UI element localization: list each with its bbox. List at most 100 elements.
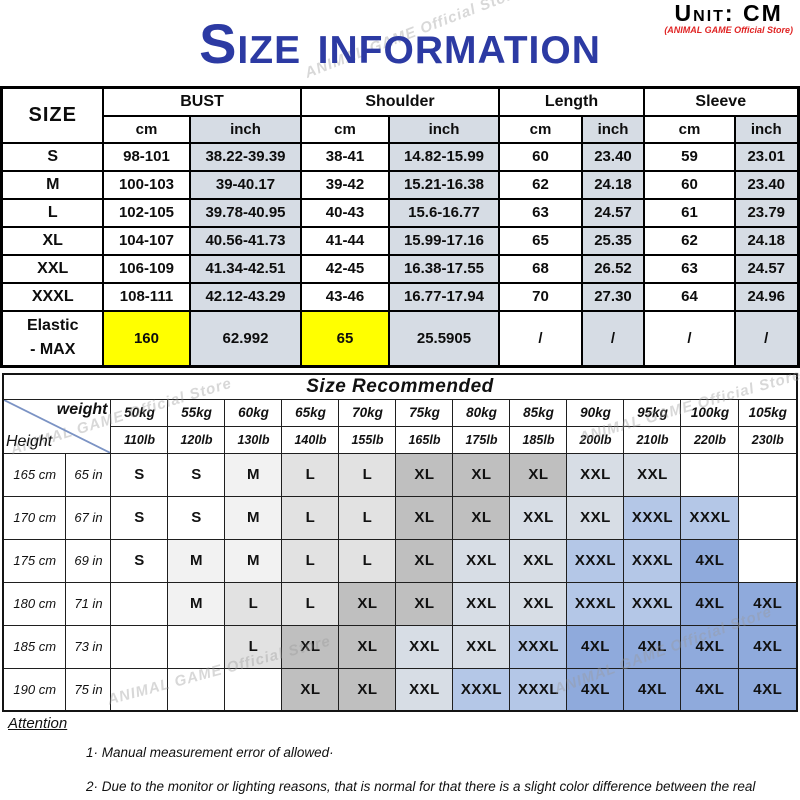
height-row-180: 180 cm 71 in M L L XL XL XXL XXL XXXL XX… (2, 581, 798, 626)
height-row-175: 175 cm 69 in S M M L L XL XXL XXL XXXL X… (2, 538, 798, 583)
size-recommend-cell: XXXL (509, 624, 568, 669)
unit-header-cm: cm (299, 114, 390, 144)
lb-header-cell: 130lb (224, 425, 283, 454)
corner-weight-label: weight (56, 400, 108, 418)
diagonal-line (4, 400, 111, 453)
size-table: SIZE BUST Shoulder Length Sleeve cm inch… (0, 86, 800, 368)
col-header-length: Length (497, 86, 646, 117)
value-cell: 62.992 (188, 309, 302, 368)
value-cell: 43-46 (299, 281, 390, 312)
lb-header-cell: 175lb (452, 425, 511, 454)
kg-header-cell: 80kg (452, 398, 511, 427)
size-recommend-cell: XL (395, 495, 454, 540)
unit-header-cm: cm (101, 114, 191, 144)
value-cell: 23.40 (580, 141, 646, 172)
size-recommend-cell (110, 624, 169, 669)
value-cell: 65 (497, 225, 583, 256)
height-in-cell: 67 in (65, 495, 112, 540)
height-cm-cell: 185 cm (2, 624, 67, 669)
value-cell: 98-101 (101, 141, 191, 172)
unit-block: Unit: CM (ANIMAL GAME Official Store) (664, 0, 793, 36)
value-cell: 42.12-43.29 (188, 281, 302, 312)
value-cell: 59 (643, 141, 736, 172)
size-recommend-cell: M (224, 538, 283, 583)
size-recommend-cell: XXL (623, 452, 682, 497)
size-recommend-cell: XL (338, 624, 397, 669)
height-in-cell: 65 in (65, 452, 112, 497)
kg-header-cell: 50kg (110, 398, 169, 427)
size-recommend-cell: M (224, 452, 283, 497)
size-recommend-cell: XL (395, 452, 454, 497)
size-recommend-cell: XXL (452, 624, 511, 669)
value-cell: 41-44 (299, 225, 390, 256)
kg-header-cell: 90kg (566, 398, 625, 427)
value-cell: 15.6-16.77 (387, 197, 500, 228)
value-cell: 70 (497, 281, 583, 312)
lb-header-cell: 140lb (281, 425, 340, 454)
size-recommend-cell: XXL (566, 452, 625, 497)
size-recommend-cell: XXL (509, 581, 568, 626)
size-row-l: L 102-105 39.78-40.95 40-43 15.6-16.77 6… (0, 197, 799, 228)
size-recommend-cell: 4XL (738, 667, 798, 712)
lb-header-cell: 110lb (110, 425, 169, 454)
lb-header-cell: 200lb (566, 425, 625, 454)
size-recommend-cell (167, 667, 226, 712)
size-recommend-cell: XXL (566, 495, 625, 540)
unit-label: Unit: CM (674, 0, 783, 26)
page-header: Unit: CM (ANIMAL GAME Official Store) Si… (0, 0, 800, 86)
height-cm-cell: 180 cm (2, 581, 67, 626)
value-cell: 24.18 (734, 225, 799, 256)
value-cell: 16.77-17.94 (387, 281, 500, 312)
height-in-cell: 73 in (65, 624, 112, 669)
size-recommend-cell: 4XL (738, 624, 798, 669)
value-cell: 23.79 (734, 197, 799, 228)
height-cm-cell: 165 cm (2, 452, 67, 497)
kg-header-cell: 95kg (623, 398, 682, 427)
value-cell: 23.01 (734, 141, 799, 172)
kg-header-cell: 65kg (281, 398, 340, 427)
row-label: XXXL (0, 281, 104, 312)
row-label-elastic: Elastic - MAX (0, 309, 104, 368)
store-label: (ANIMAL GAME Official Store) (664, 25, 793, 36)
lb-header-cell: 120lb (167, 425, 226, 454)
height-row-165: 165 cm 65 in S S M L L XL XL XL XXL XXL (2, 452, 798, 497)
corner-cell: weight Height (2, 398, 112, 454)
size-recommend-cell: L (338, 495, 397, 540)
size-recommend-cell: L (281, 581, 340, 626)
col-header-shoulder: Shoulder (299, 86, 500, 117)
size-recommend-cell: M (167, 581, 226, 626)
value-cell: 64 (643, 281, 736, 312)
size-recommend-cell: 4XL (680, 667, 740, 712)
value-cell: 104-107 (101, 225, 191, 256)
value-cell: 108-111 (101, 281, 191, 312)
size-recommend-cell (110, 581, 169, 626)
size-recommend-cell: XXL (509, 538, 568, 583)
size-recommend-cell: XXXL (452, 667, 511, 712)
size-recommend-cell: XXL (509, 495, 568, 540)
value-cell: 68 (497, 253, 583, 284)
size-recommend-cell: S (167, 495, 226, 540)
size-recommend-cell: 4XL (566, 667, 625, 712)
size-recommend-cell: XXXL (566, 538, 625, 583)
size-recommend-cell: XL (395, 538, 454, 583)
kg-header-cell: 70kg (338, 398, 397, 427)
size-recommend-cell: S (167, 452, 226, 497)
size-recommend-cell: XXL (452, 538, 511, 583)
value-cell: 41.34-42.51 (188, 253, 302, 284)
size-recommend-cell: L (338, 538, 397, 583)
size-recommend-cell: XXXL (623, 495, 682, 540)
height-cm-cell: 175 cm (2, 538, 67, 583)
value-cell: 40.56-41.73 (188, 225, 302, 256)
size-recommend-cell: XXXL (623, 538, 682, 583)
size-recommend-cell: S (110, 495, 169, 540)
value-cell: 16.38-17.55 (387, 253, 500, 284)
size-row-xxxl: XXXL 108-111 42.12-43.29 43-46 16.77-17.… (0, 281, 799, 312)
value-cell: 24.57 (734, 253, 799, 284)
size-recommend-cell: L (281, 452, 340, 497)
value-cell: 39-40.17 (188, 169, 302, 200)
size-recommend-cell: 4XL (623, 667, 682, 712)
size-recommend-cell: XXXL (680, 495, 740, 540)
size-recommend-cell: L (281, 495, 340, 540)
size-row-m: M 100-103 39-40.17 39-42 15.21-16.38 62 … (0, 169, 799, 200)
